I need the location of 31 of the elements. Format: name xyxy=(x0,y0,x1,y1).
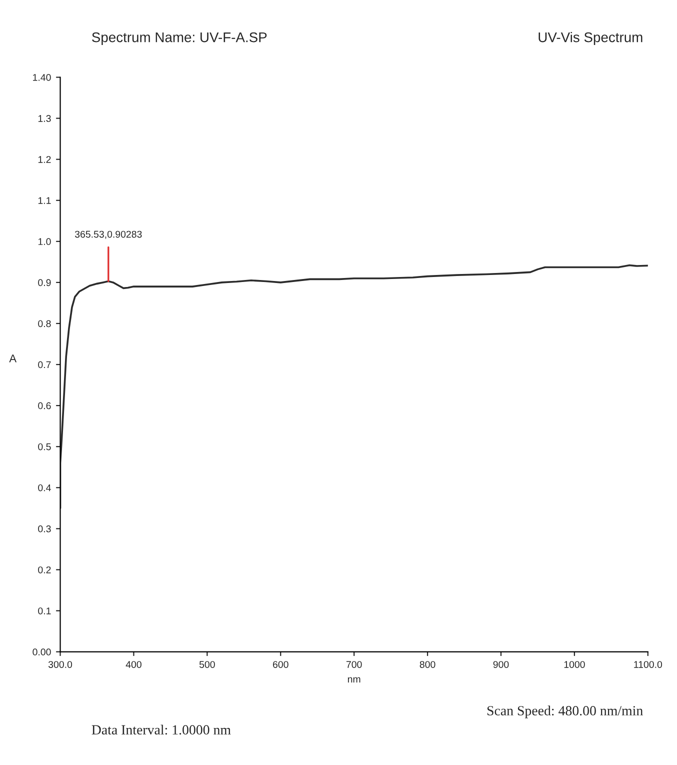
x-axis-title: nm xyxy=(348,677,360,682)
y-axis-title: A xyxy=(9,354,17,362)
x-tick-label: 500 xyxy=(199,661,215,668)
x-tick-label: 800 xyxy=(420,661,436,668)
text: Scan Speed: 480.00 nm/min xyxy=(487,706,643,718)
y-tick-label: 0.6 xyxy=(38,402,51,410)
y-tick-label: 0.5 xyxy=(38,443,51,450)
y-tick-label: 0.8 xyxy=(38,320,51,328)
chart-title: Spectrum Name: UV-F-A.SP xyxy=(92,32,267,45)
y-tick-label: 0.4 xyxy=(38,484,51,492)
y-tick-label: 0.3 xyxy=(38,525,51,532)
y-tick-label: 0.00 xyxy=(32,648,51,656)
x-tick-label: 400 xyxy=(126,661,142,668)
y-tick-label: 1.0 xyxy=(38,238,51,246)
y-tick-label: 0.1 xyxy=(38,607,51,614)
x-tick-label: 1000 xyxy=(564,661,585,668)
y-tick-label: 0.9 xyxy=(38,279,51,286)
annotation: 365.53,0.90283 xyxy=(74,230,142,239)
chart-subtitle: UV-Vis Spectrum xyxy=(538,32,642,45)
y-tick-label: 1.1 xyxy=(38,197,51,204)
y-tick-label: 1.3 xyxy=(38,115,51,122)
x-tick-label: 300.0 xyxy=(48,661,72,668)
text: Data Interval: 1.0000 nm xyxy=(92,724,231,735)
x-tick-label: 1100.0 xyxy=(634,661,662,668)
y-tick-label: 1.2 xyxy=(38,156,51,163)
y-tick-label: 0.7 xyxy=(38,361,51,368)
y-tick-label: 0.2 xyxy=(38,566,51,574)
x-tick-label: 700 xyxy=(346,661,362,668)
y-tick-label: 1.40 xyxy=(33,74,51,81)
x-tick-label: 600 xyxy=(273,661,288,668)
x-tick-label: 900 xyxy=(493,661,509,668)
